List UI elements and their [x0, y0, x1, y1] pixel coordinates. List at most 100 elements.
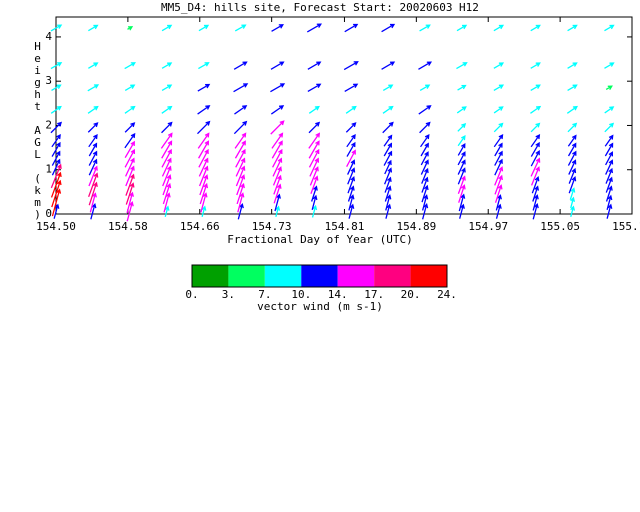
wind-vector	[457, 135, 466, 147]
wind-vector	[199, 182, 209, 205]
wind-vector	[307, 83, 322, 92]
wind-vector	[567, 84, 578, 91]
wind-vector	[382, 84, 394, 91]
wind-vector	[197, 120, 211, 135]
wind-vector	[381, 23, 396, 33]
wind-vector	[532, 202, 539, 220]
wind-vector	[161, 62, 173, 69]
wind-vector	[494, 142, 503, 157]
x-tick-label: 154.73	[252, 220, 292, 233]
wind-vector	[420, 151, 429, 166]
wind-vector	[530, 105, 542, 114]
wind-vector	[237, 202, 244, 220]
wind-vector	[385, 203, 392, 219]
x-tick-label: 154.97	[468, 220, 508, 233]
colorbar-tick-label: 0.	[185, 288, 198, 301]
wind-vector	[530, 84, 541, 91]
wind-vector	[307, 61, 322, 70]
wind-vector	[381, 61, 396, 70]
wind-vector	[383, 142, 393, 157]
wind-vector	[495, 203, 502, 219]
wind-vector	[160, 132, 173, 149]
wind-vector	[124, 148, 136, 168]
wind-vector	[311, 204, 318, 218]
wind-vector	[50, 24, 63, 32]
wind-vector	[457, 151, 466, 166]
wind-vector	[126, 201, 134, 222]
wind-vector	[345, 105, 357, 114]
y-tick-label: 4	[45, 30, 52, 43]
colorbar-tick-label: 24.	[437, 288, 457, 301]
wind-vector	[53, 203, 60, 219]
wind-vector	[124, 84, 136, 91]
wind-vector	[419, 121, 431, 134]
wind-vector	[531, 176, 540, 194]
wind-vector	[344, 83, 359, 92]
wind-vector	[566, 105, 578, 114]
wind-vector	[125, 165, 135, 187]
wind-vector	[346, 133, 356, 148]
wind-vector	[274, 193, 281, 212]
wind-vector	[198, 165, 209, 187]
wind-vector	[161, 157, 172, 177]
wind-vector	[311, 194, 318, 211]
wind-vector	[420, 133, 430, 148]
wind-vector	[530, 157, 541, 177]
wind-vector	[532, 194, 539, 211]
wind-vector	[605, 185, 613, 202]
wind-vector	[308, 121, 321, 134]
wind-vector	[457, 123, 467, 132]
colorbar-tick-label: 10.	[291, 288, 311, 301]
wind-vector	[382, 105, 394, 114]
wind-vector	[420, 159, 429, 175]
wind-vector	[88, 62, 99, 69]
wind-vector	[347, 185, 355, 202]
wind-vector	[51, 158, 61, 176]
colorbar-swatch	[264, 265, 302, 287]
colorbar-swatch	[374, 265, 411, 287]
wind-vector	[162, 174, 172, 196]
x-tick-label: 154.58	[108, 220, 148, 233]
wind-vector	[235, 165, 246, 187]
wind-vector	[124, 62, 136, 70]
wind-vector	[161, 84, 173, 91]
wind-vector	[125, 182, 135, 205]
wind-vector	[530, 24, 541, 32]
wind-vector	[343, 61, 359, 71]
wind-vector	[199, 174, 209, 196]
wind-vector	[198, 24, 210, 32]
colorbar-tick-label: 14.	[328, 288, 348, 301]
wind-vector	[270, 120, 285, 135]
wind-vector	[309, 157, 320, 177]
wind-vector	[233, 83, 249, 93]
wind-vector	[495, 194, 502, 211]
wind-vector	[604, 134, 614, 147]
wind-vector	[530, 133, 541, 148]
wind-vector	[348, 203, 355, 219]
wind-vector	[570, 205, 576, 217]
wind-vector	[530, 141, 540, 157]
wind-vector	[568, 159, 577, 175]
colorbar-frame	[191, 264, 448, 288]
wind-vector	[124, 140, 135, 159]
wind-vector	[309, 166, 319, 186]
wind-vector	[50, 163, 62, 189]
wind-vector	[457, 167, 466, 185]
wind-vector	[383, 150, 393, 166]
wind-vector	[457, 84, 467, 91]
wind-vector	[197, 132, 210, 149]
wind-vector	[311, 185, 318, 202]
wind-vector	[493, 122, 504, 133]
y-tick-label: 0	[45, 207, 52, 220]
wind-vector	[233, 61, 248, 70]
wind-vector	[347, 176, 356, 194]
wind-vector	[87, 105, 99, 114]
wind-vector	[308, 132, 321, 149]
wind-vector	[271, 132, 284, 149]
wind-vector	[420, 142, 429, 157]
wind-vector	[458, 184, 466, 203]
wind-vector	[200, 192, 208, 213]
wind-vector	[234, 24, 247, 32]
wind-vector	[306, 23, 322, 33]
wind-vector	[88, 142, 98, 157]
